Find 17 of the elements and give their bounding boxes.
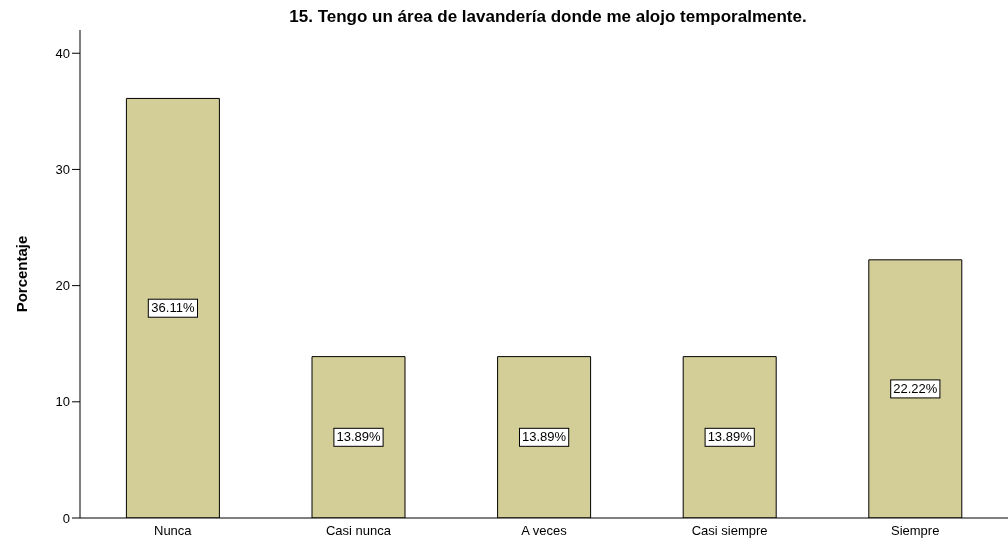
x-tick-label: Casi siempre bbox=[691, 523, 768, 539]
y-tick-label: 30 bbox=[55, 162, 70, 178]
x-tick-label: Siempre bbox=[890, 523, 940, 539]
data-label: 13.89% bbox=[707, 429, 753, 445]
y-axis-title: Porcentaje bbox=[13, 235, 31, 313]
data-label: 13.89% bbox=[336, 429, 381, 445]
y-tick-label: 40 bbox=[55, 45, 70, 61]
y-tick-label: 0 bbox=[62, 510, 70, 526]
y-tick-label: 10 bbox=[55, 394, 70, 410]
y-tick-label: 20 bbox=[55, 278, 70, 294]
data-label: 22.22% bbox=[893, 380, 938, 396]
x-tick-label: Nunca bbox=[154, 523, 193, 539]
data-label: 13.89% bbox=[522, 429, 567, 445]
x-tick-label: Casi nunca bbox=[325, 523, 392, 539]
x-tick-label: A veces bbox=[521, 523, 568, 539]
data-label: 36.11% bbox=[151, 300, 195, 316]
chart-title: 15. Tengo un área de lavandería donde me alojo temporalmente. bbox=[288, 7, 808, 26]
